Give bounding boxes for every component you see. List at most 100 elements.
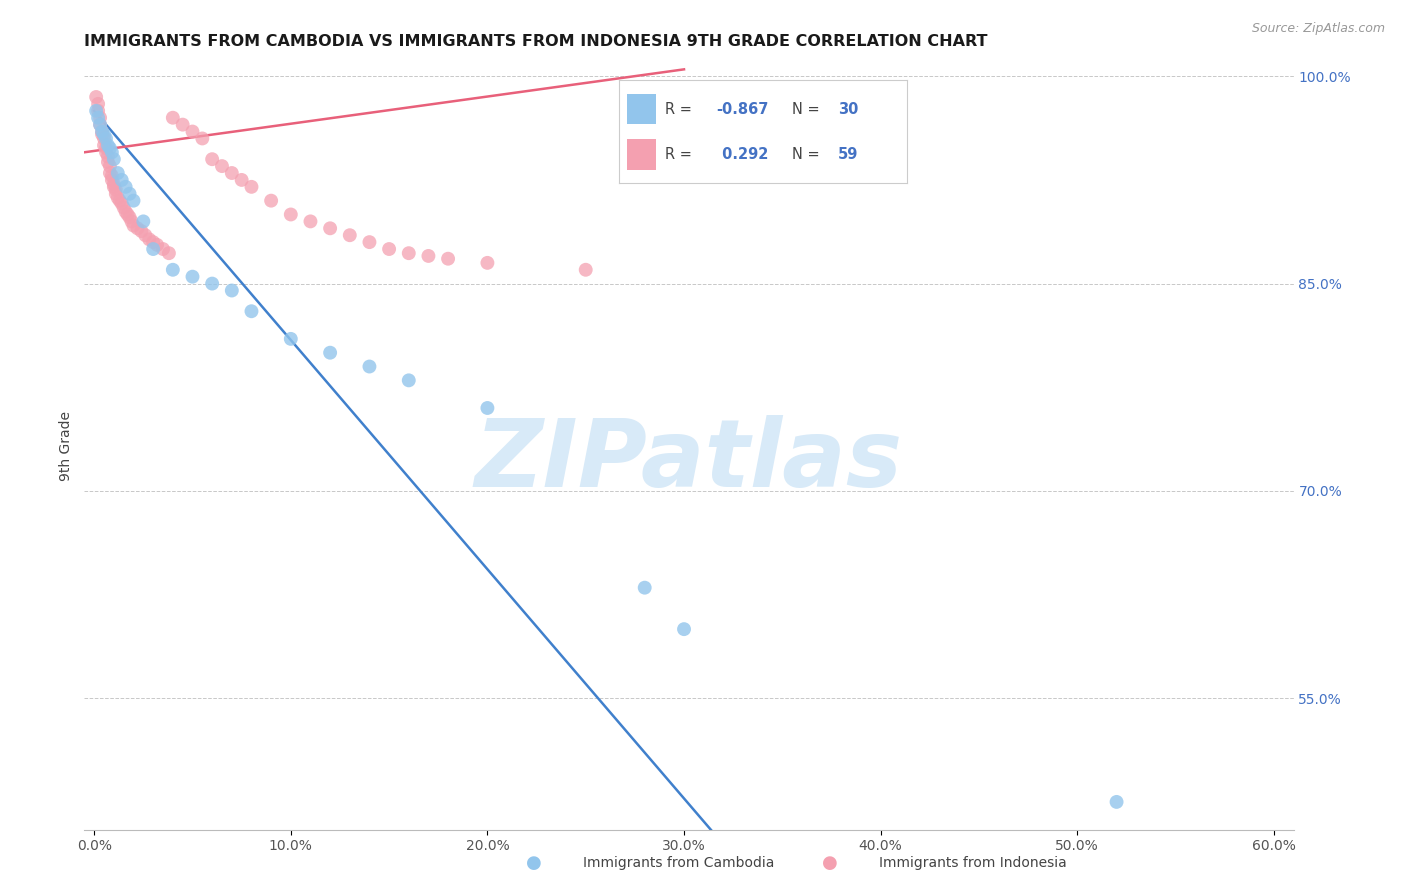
Text: Immigrants from Indonesia: Immigrants from Indonesia — [879, 856, 1067, 871]
Point — [319, 345, 342, 359]
Point — [437, 252, 460, 266]
Point — [121, 214, 143, 228]
Point — [112, 201, 135, 215]
Point — [87, 96, 110, 111]
Point — [89, 118, 111, 132]
Point — [280, 207, 302, 221]
Bar — [627, 94, 657, 124]
Point — [162, 111, 184, 125]
Point — [152, 242, 174, 256]
Point — [299, 214, 322, 228]
Point — [94, 131, 117, 145]
Bar — [627, 139, 657, 169]
Text: IMMIGRANTS FROM CAMBODIA VS IMMIGRANTS FROM INDONESIA 9TH GRADE CORRELATION CHAR: IMMIGRANTS FROM CAMBODIA VS IMMIGRANTS F… — [84, 34, 988, 49]
Text: N =: N = — [792, 102, 820, 117]
Text: ZIPatlas: ZIPatlas — [475, 416, 903, 508]
Point — [319, 221, 342, 235]
Text: Source: ZipAtlas.com: Source: ZipAtlas.com — [1251, 22, 1385, 36]
Point — [477, 401, 499, 415]
Point — [103, 152, 125, 166]
Point — [101, 169, 124, 183]
Point — [114, 204, 136, 219]
Point — [94, 141, 117, 155]
Point — [118, 211, 141, 225]
Point — [104, 186, 127, 201]
Point — [142, 242, 165, 256]
Point — [1105, 795, 1128, 809]
Point — [93, 138, 115, 153]
Text: 0.292: 0.292 — [717, 146, 768, 161]
Point — [221, 284, 243, 298]
Point — [118, 186, 141, 201]
Point — [378, 242, 401, 256]
Point — [97, 138, 120, 153]
Point — [240, 179, 263, 194]
Point — [146, 238, 169, 252]
Text: R =: R = — [665, 102, 692, 117]
Point — [398, 373, 420, 387]
Point — [101, 145, 124, 160]
Point — [91, 124, 114, 138]
Point — [97, 155, 120, 169]
Point — [84, 90, 107, 104]
Point — [134, 228, 156, 243]
Point — [107, 166, 129, 180]
Point — [101, 173, 124, 187]
Point — [201, 152, 224, 166]
Point — [98, 166, 121, 180]
Point — [477, 256, 499, 270]
Point — [181, 124, 204, 138]
Point — [93, 128, 115, 142]
Point — [117, 207, 139, 221]
Y-axis label: 9th Grade: 9th Grade — [59, 411, 73, 481]
Point — [201, 277, 224, 291]
Point — [93, 131, 115, 145]
Point — [280, 332, 302, 346]
Point — [157, 246, 180, 260]
Point — [181, 269, 204, 284]
Point — [84, 103, 107, 118]
Text: 59: 59 — [838, 146, 858, 161]
Point — [142, 235, 165, 249]
Point — [339, 228, 361, 243]
Point — [240, 304, 263, 318]
Point — [111, 196, 134, 211]
Point — [634, 581, 657, 595]
Point — [172, 118, 194, 132]
Point — [260, 194, 283, 208]
Point — [111, 173, 134, 187]
Text: ●: ● — [821, 855, 838, 872]
Point — [418, 249, 440, 263]
Point — [211, 159, 233, 173]
Point — [114, 179, 136, 194]
Point — [94, 145, 117, 160]
Point — [91, 128, 114, 142]
Point — [107, 191, 129, 205]
Text: -0.867: -0.867 — [717, 102, 769, 117]
Point — [89, 111, 111, 125]
Point — [191, 131, 214, 145]
Point — [231, 173, 253, 187]
Point — [131, 224, 153, 238]
Point — [575, 262, 598, 277]
Point — [673, 622, 696, 636]
Point — [87, 103, 110, 118]
Point — [98, 141, 121, 155]
Text: Immigrants from Cambodia: Immigrants from Cambodia — [583, 856, 775, 871]
Point — [122, 194, 145, 208]
Point — [359, 359, 381, 374]
Point — [103, 179, 125, 194]
Text: 30: 30 — [838, 102, 858, 117]
Point — [98, 159, 121, 173]
Text: N =: N = — [792, 146, 820, 161]
Point — [127, 221, 149, 235]
Point — [104, 183, 127, 197]
Point — [97, 149, 120, 163]
Text: R =: R = — [665, 146, 692, 161]
Point — [221, 166, 243, 180]
Point — [359, 235, 381, 249]
Point — [162, 262, 184, 277]
Point — [122, 219, 145, 233]
Point — [398, 246, 420, 260]
Point — [89, 118, 111, 132]
